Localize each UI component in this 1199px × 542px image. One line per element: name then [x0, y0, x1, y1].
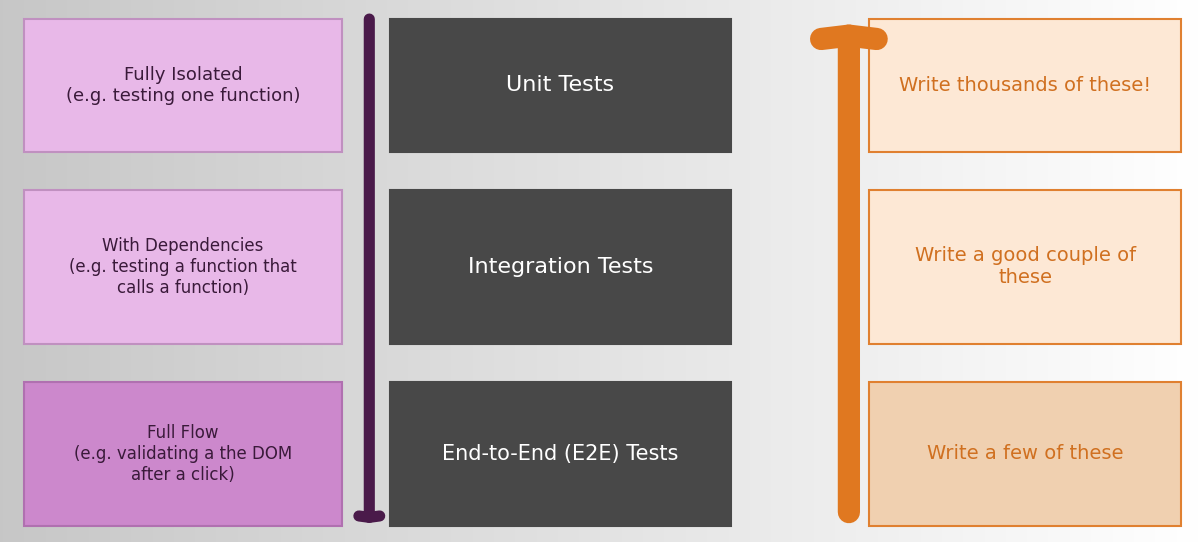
- Text: Write a good couple of
these: Write a good couple of these: [915, 247, 1135, 287]
- Text: Fully Isolated
(e.g. testing one function): Fully Isolated (e.g. testing one functio…: [66, 66, 300, 105]
- FancyBboxPatch shape: [390, 382, 731, 526]
- FancyBboxPatch shape: [869, 19, 1181, 152]
- FancyBboxPatch shape: [869, 190, 1181, 344]
- Text: Write a few of these: Write a few of these: [927, 444, 1123, 463]
- FancyBboxPatch shape: [24, 382, 342, 526]
- FancyBboxPatch shape: [24, 19, 342, 152]
- FancyBboxPatch shape: [390, 190, 731, 344]
- Text: Integration Tests: Integration Tests: [468, 257, 653, 277]
- FancyBboxPatch shape: [869, 382, 1181, 526]
- Text: Unit Tests: Unit Tests: [506, 75, 615, 95]
- Text: Full Flow
(e.g. validating a the DOM
after a click): Full Flow (e.g. validating a the DOM aft…: [73, 424, 293, 483]
- FancyBboxPatch shape: [24, 190, 342, 344]
- FancyBboxPatch shape: [390, 19, 731, 152]
- Text: With Dependencies
(e.g. testing a function that
calls a function): With Dependencies (e.g. testing a functi…: [70, 237, 296, 296]
- Text: Write thousands of these!: Write thousands of these!: [899, 76, 1151, 95]
- Text: End-to-End (E2E) Tests: End-to-End (E2E) Tests: [442, 444, 679, 464]
